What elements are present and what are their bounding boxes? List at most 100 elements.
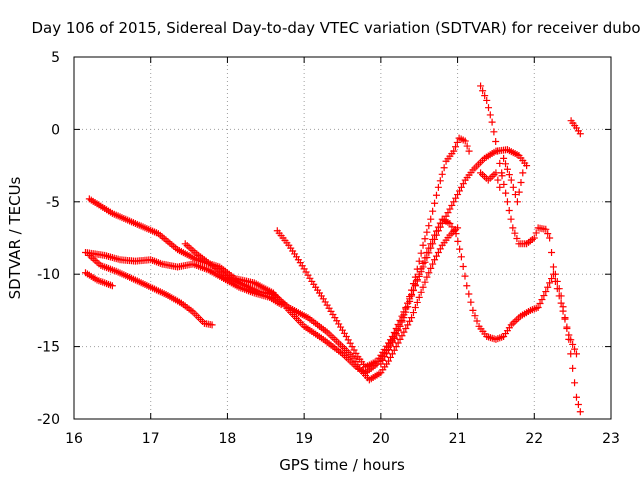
data-point (507, 176, 515, 184)
data-point (450, 198, 458, 206)
data-point (423, 248, 431, 256)
data-point (576, 130, 584, 138)
data-point (502, 160, 510, 168)
data-point (381, 353, 389, 361)
data-point (415, 293, 423, 301)
data-point (503, 165, 511, 173)
x-tick-label: 23 (602, 431, 620, 447)
data-point (446, 205, 454, 213)
data-point (425, 244, 433, 252)
data-point (396, 322, 404, 330)
data-point (546, 279, 554, 287)
data-point (452, 230, 460, 238)
data-point (404, 303, 412, 311)
data-point (385, 345, 393, 353)
data-point (509, 319, 517, 327)
data-point (404, 321, 412, 329)
data-point (565, 335, 573, 343)
data-point (436, 219, 444, 227)
data-point (452, 194, 460, 202)
x-tick-label: 21 (449, 431, 467, 447)
series-track-d (85, 251, 216, 329)
data-point (571, 345, 579, 353)
data-point (455, 187, 463, 195)
data-point (431, 231, 439, 239)
data-point (390, 335, 398, 343)
data-point (538, 296, 546, 304)
data-point (421, 235, 429, 243)
data-point (490, 128, 498, 136)
data-point (415, 270, 423, 278)
data-point (561, 314, 569, 322)
data-point (408, 292, 416, 300)
data-point (452, 143, 460, 151)
series-track-e (181, 224, 462, 384)
data-point (386, 353, 394, 361)
data-point (576, 408, 584, 416)
x-tick-labels: 16 17 18 19 20 21 22 23 (65, 431, 620, 447)
data-point (557, 299, 565, 307)
series-track-g (377, 215, 580, 368)
data-point (438, 170, 446, 178)
data-point (400, 314, 408, 322)
data-point (411, 281, 419, 289)
data-point (398, 318, 406, 326)
data-point (551, 270, 559, 278)
data-point (465, 290, 473, 298)
series-track-a (85, 134, 473, 377)
data-point (473, 317, 481, 325)
data-point (459, 262, 467, 270)
data-point (400, 328, 408, 336)
series-track-h (477, 82, 584, 416)
data-point (461, 272, 469, 280)
y-tick-label: -20 (37, 412, 60, 428)
data-point (567, 350, 575, 358)
data-point (440, 164, 448, 172)
data-point (503, 198, 511, 206)
data-point (457, 253, 465, 261)
data-point (511, 317, 519, 325)
data-point (454, 237, 462, 245)
data-point (429, 235, 437, 243)
data-point (559, 303, 567, 311)
data-point (208, 321, 216, 329)
data-point (553, 277, 561, 285)
plot-frame (73, 56, 612, 420)
data-point (417, 265, 425, 273)
chart-title: Day 106 of 2015, Sidereal Day-to-day VTE… (31, 19, 640, 37)
data-point (507, 215, 515, 223)
data-point (394, 339, 402, 347)
data-point (488, 118, 496, 126)
data-point (483, 96, 491, 104)
data-point (419, 241, 427, 249)
data-point (432, 191, 440, 199)
data-point (471, 312, 479, 320)
data-point (423, 273, 431, 281)
data-point (492, 137, 500, 145)
data-point (511, 191, 519, 199)
y-tick-label: 0 (51, 122, 60, 138)
data-point (398, 332, 406, 340)
x-tick-label: 22 (525, 431, 543, 447)
data-point (383, 349, 391, 357)
data-point (461, 137, 469, 145)
data-point (536, 300, 544, 308)
data-point (392, 331, 400, 339)
data-point (544, 230, 552, 238)
data-point (548, 275, 556, 283)
series-track-i (477, 154, 527, 206)
data-point (444, 209, 452, 217)
data-point (409, 286, 417, 294)
data-point (515, 188, 523, 196)
data-point (421, 278, 429, 286)
data-point (485, 104, 493, 112)
data-point (409, 309, 417, 317)
data-point (425, 222, 433, 230)
data-point (432, 252, 440, 260)
y-tick-label: 5 (51, 50, 60, 66)
data-point (427, 240, 435, 248)
data-point (431, 199, 439, 207)
data-point (574, 401, 582, 409)
data-point (431, 256, 439, 264)
data-point (513, 316, 521, 324)
